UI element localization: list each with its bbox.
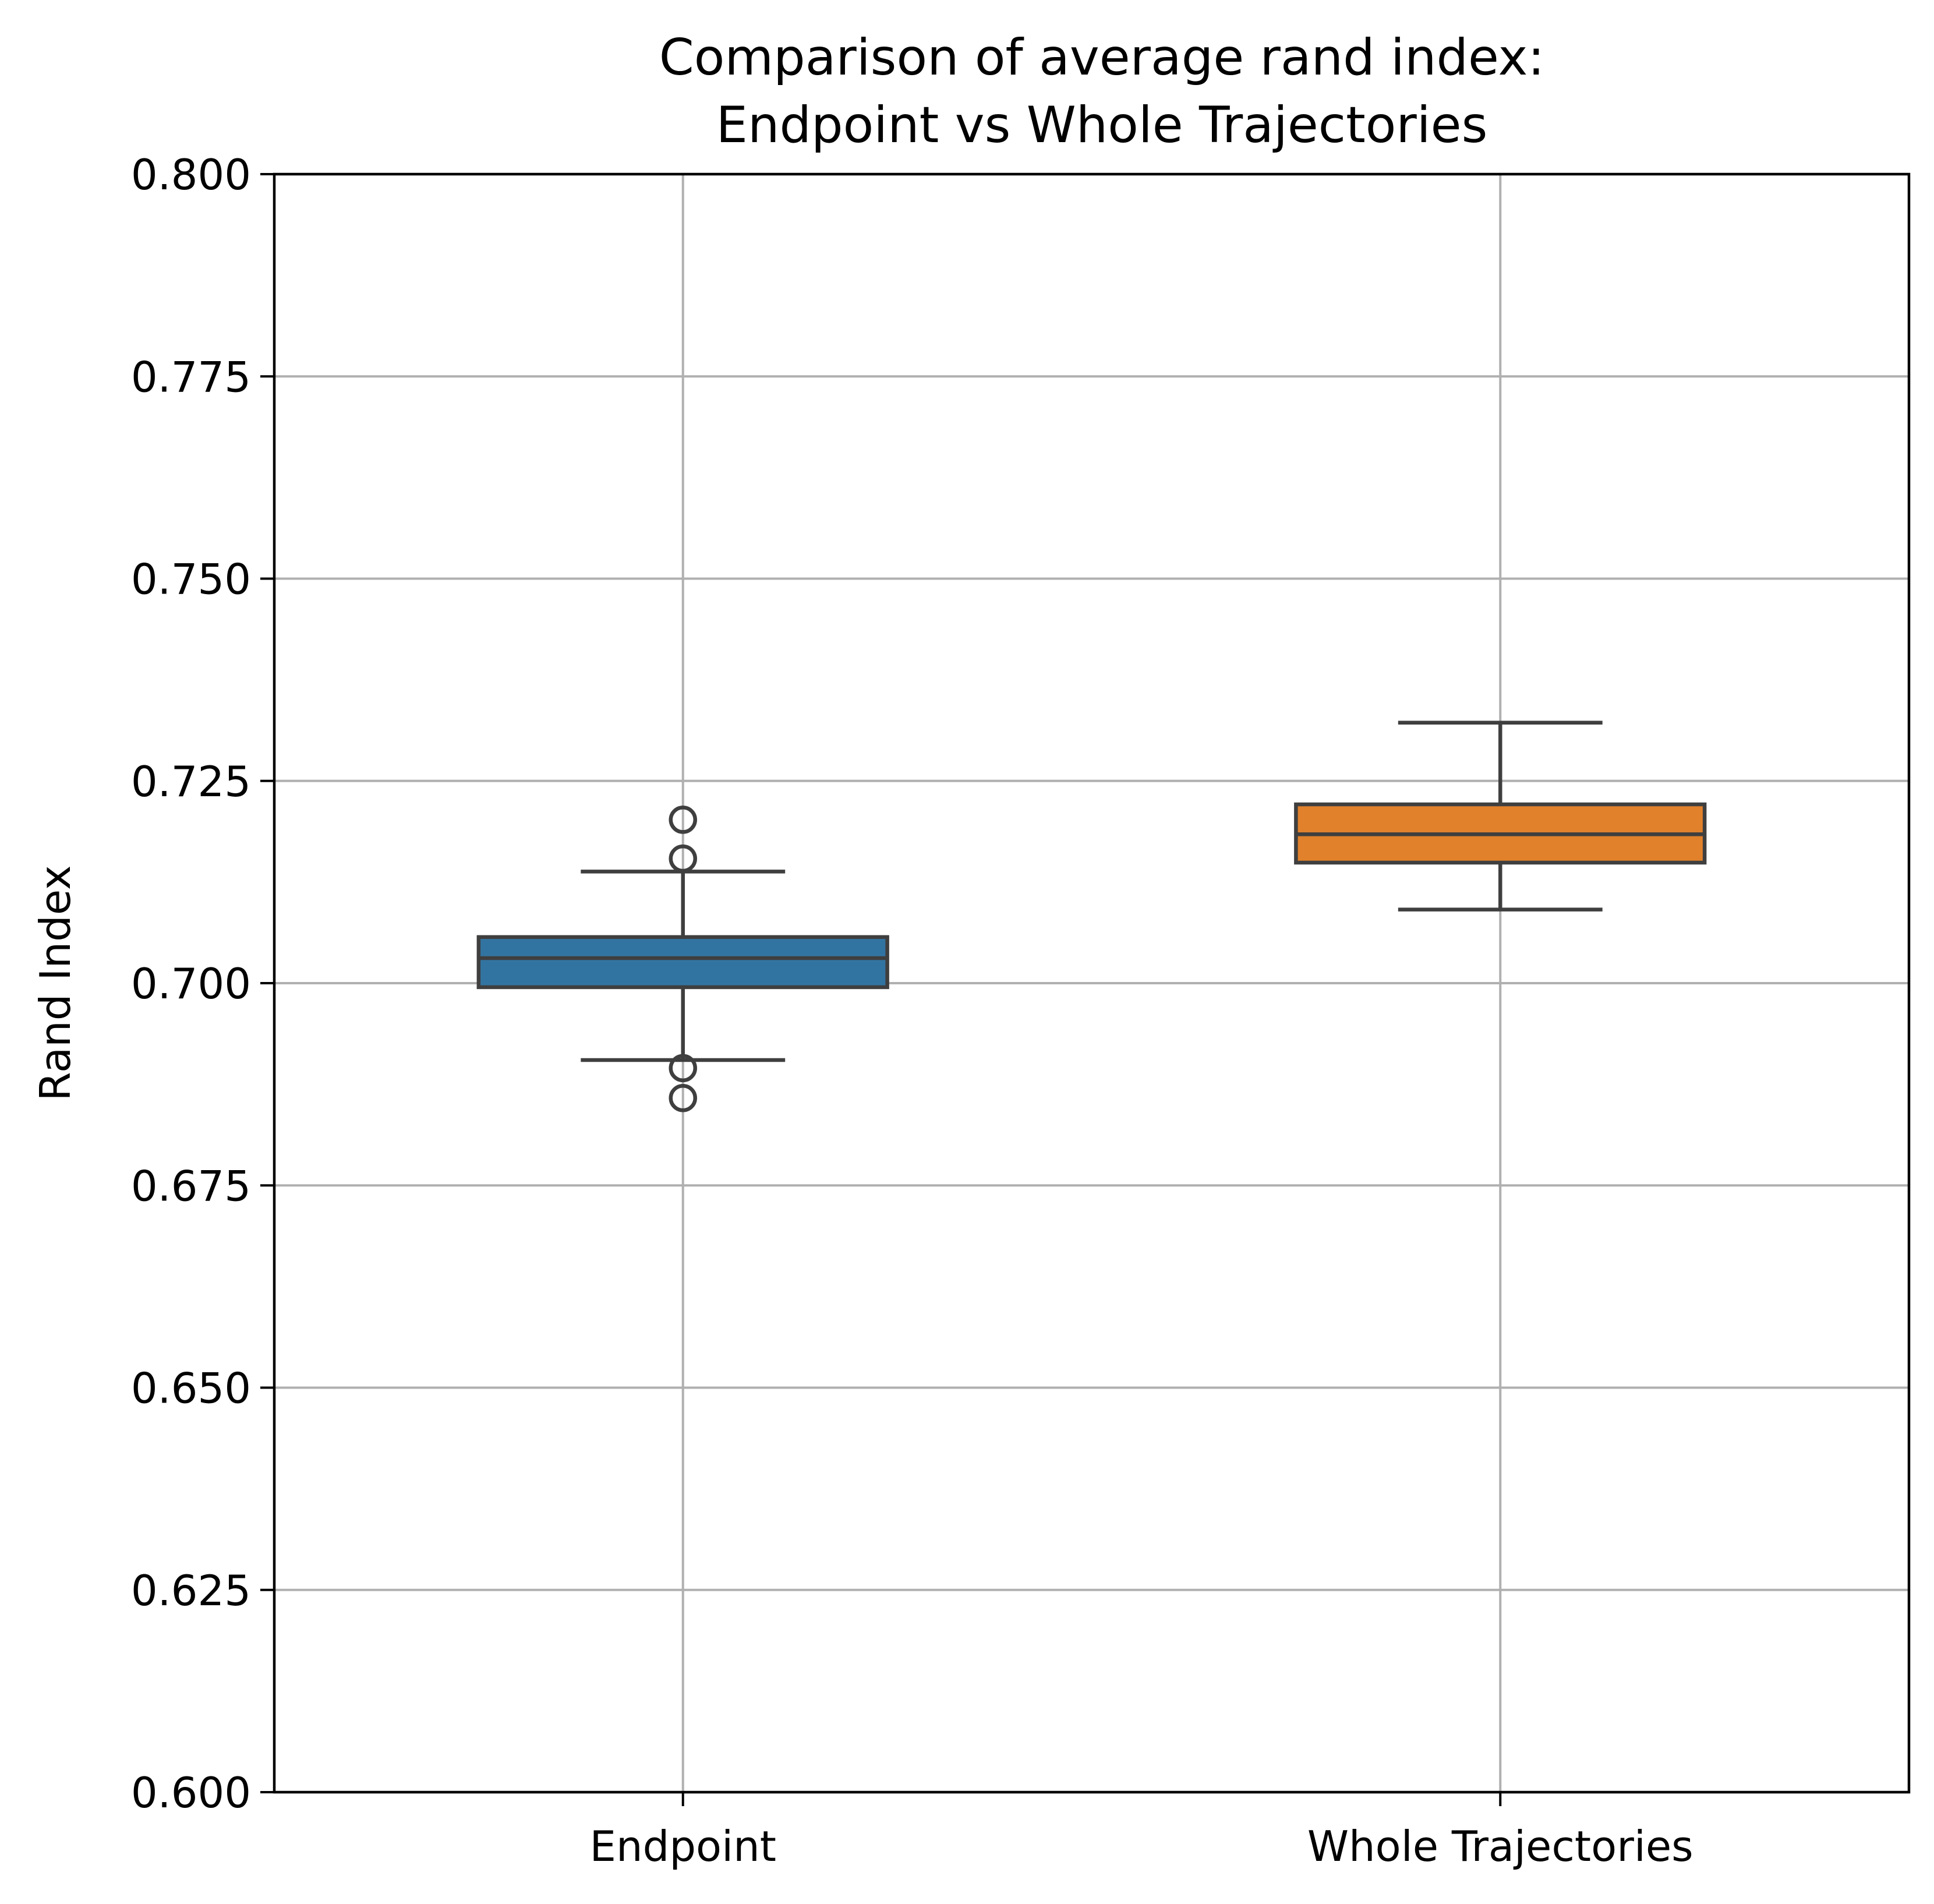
chart-title-line-1: Comparison of average rand index: <box>659 29 1545 87</box>
outlier-point <box>669 1054 697 1083</box>
iqr-box <box>476 935 889 990</box>
y-tick-label: 0.675 <box>131 1161 251 1210</box>
x-tick-label: Whole Trajectories <box>1307 1822 1693 1871</box>
y-tick-label: 0.650 <box>131 1364 251 1413</box>
y-tick-label: 0.600 <box>131 1768 251 1817</box>
axis-ticks: 0.600 0.625 0.650 0.675 0.700 0.725 0.750 0.775… <box>131 150 1693 1871</box>
outlier-point <box>669 1083 697 1112</box>
y-tick-label: 0.725 <box>131 757 251 806</box>
y-tick-label: 0.750 <box>131 555 251 604</box>
box-plots <box>476 720 1707 1112</box>
y-tick-label: 0.625 <box>131 1566 251 1615</box>
y-tick-label: 0.800 <box>131 150 251 199</box>
outlier-point <box>669 844 697 873</box>
y-axis-label: Rand Index <box>31 866 80 1101</box>
y-tick-label: 0.700 <box>131 959 251 1008</box>
outlier-point <box>669 806 697 834</box>
y-tick-label: 0.775 <box>131 352 251 401</box>
x-tick-label: Endpoint <box>590 1822 776 1871</box>
plot-frame <box>273 172 1911 1794</box>
chart-title-line-2: Endpoint vs Whole Trajectories <box>716 96 1488 154</box>
